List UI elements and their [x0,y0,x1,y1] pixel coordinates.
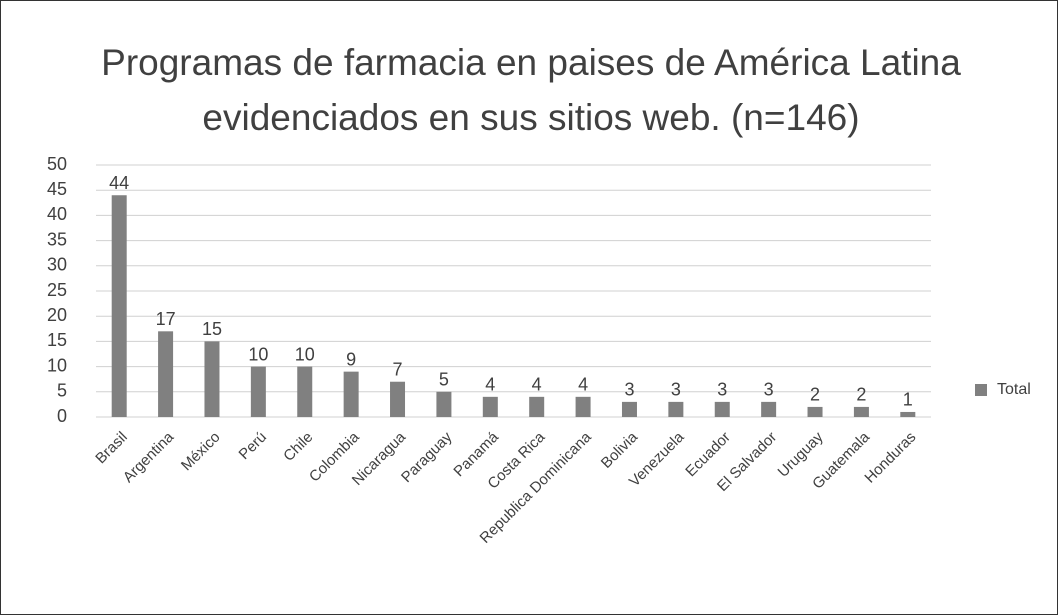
bar [343,371,359,417]
y-tick-label: 0 [57,406,67,426]
bar [900,411,916,417]
bar [668,401,684,417]
x-tick-label: Perú [236,429,270,463]
bar [111,195,127,417]
data-label: 10 [295,344,315,364]
bar [204,341,220,417]
data-label: 5 [439,370,449,390]
y-tick-label: 30 [47,255,67,275]
y-tick-label: 45 [47,179,67,199]
y-tick-label: 20 [47,305,67,325]
data-label: 7 [393,359,403,379]
bar [853,406,869,417]
bar [297,366,313,417]
data-label: 3 [624,380,634,400]
data-label: 4 [485,375,495,395]
bar [158,331,174,417]
data-label: 2 [856,385,866,405]
bar [482,396,498,417]
data-label: 44 [109,173,129,193]
data-label: 3 [764,380,774,400]
bar [621,401,637,417]
y-tick-label: 5 [57,381,67,401]
y-tick-label: 25 [47,280,67,300]
y-tick-label: 35 [47,229,67,249]
data-label: 2 [810,385,820,405]
x-tick-label: Chile [280,429,316,465]
data-label: 17 [156,309,176,329]
bar [436,391,452,417]
data-label: 9 [346,349,356,369]
x-tick-label: México [178,429,224,475]
x-tick-label: Brasil [92,429,131,468]
data-label: 4 [532,375,542,395]
data-label: 3 [671,380,681,400]
data-label: 3 [717,380,727,400]
bar [761,401,777,417]
legend-label: Total [997,381,1031,398]
y-tick-label: 50 [47,154,67,174]
bar [807,406,823,417]
y-tick-label: 40 [47,204,67,224]
legend-swatch [975,384,987,396]
y-tick-label: 15 [47,330,67,350]
data-label: 1 [903,390,913,410]
x-tick-label: Paraguay [398,428,456,486]
chart-title: Programas de farmacia en paises de Améri… [101,42,961,138]
bar [575,396,591,417]
bar [250,366,266,417]
x-tick-label: Argentina [120,428,178,486]
bar [390,381,406,417]
y-tick-label: 10 [47,355,67,375]
bar [714,401,730,417]
data-label: 4 [578,375,588,395]
x-tick-label: Bolivia [598,428,642,472]
x-tick-label: Honduras [861,429,919,487]
data-label: 10 [248,344,268,364]
bar [529,396,545,417]
data-label: 15 [202,319,222,339]
